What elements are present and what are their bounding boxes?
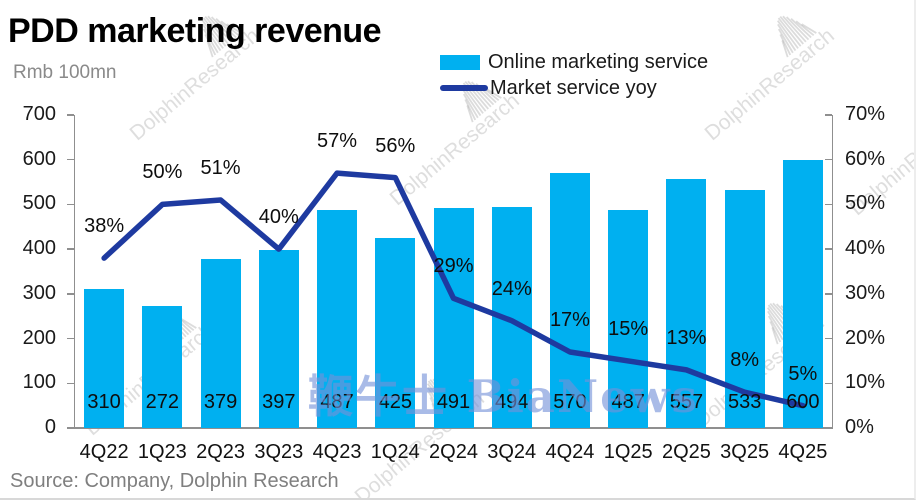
y-tick-mark-left [66, 427, 74, 429]
x-tick-label: 3Q23 [254, 441, 304, 463]
bar-4Q24 [549, 173, 590, 428]
yoy-point-label: 5% [788, 362, 818, 385]
y-tick-mark-left [66, 114, 74, 116]
y-tick-label-right: 50% [845, 192, 886, 215]
x-tick-label: 2Q25 [661, 441, 711, 463]
x-tick-label: 2Q24 [429, 441, 478, 463]
y-tick-label-left: 0 [44, 416, 56, 438]
left-axis-unit-label: Rmb 100mn [13, 62, 117, 83]
x-tick-label: 4Q23 [312, 441, 362, 463]
y-tick-mark-right [825, 293, 832, 295]
y-tick-label-right: 60% [845, 147, 886, 170]
x-tick-label: 1Q23 [137, 441, 187, 463]
legend-label-line-series: Market service yoy [490, 76, 657, 99]
y-tick-mark-left [66, 158, 74, 161]
y-tick-label-right: 70% [845, 103, 886, 125]
y-tick-label-left: 400 [22, 237, 56, 260]
yoy-point-label: 15% [608, 317, 649, 340]
y-tick-label-right: 20% [845, 326, 886, 349]
bar-value-label: 379 [203, 391, 238, 413]
yoy-point-label: 57% [317, 130, 358, 153]
bar-value-label: 487 [611, 391, 645, 413]
y-tick-mark-right [825, 203, 832, 206]
bar-value-label: 425 [378, 391, 412, 413]
y-tick-label-right: 0% [845, 416, 874, 438]
bar-4Q25 [782, 159, 823, 428]
y-tick-mark-left [66, 248, 74, 250]
y-tick-label-right: 10% [845, 371, 886, 394]
y-tick-label-right: 40% [845, 237, 886, 260]
x-tick-label: 1Q24 [370, 441, 420, 463]
yoy-point-label: 38% [84, 215, 125, 238]
y-tick-label-left: 300 [22, 281, 56, 304]
source-note: Source: Company, Dolphin Research [10, 470, 339, 492]
yoy-point-label: 51% [200, 156, 241, 179]
y-tick-label-left: 500 [22, 192, 56, 215]
y-tick-mark-right [825, 248, 832, 250]
y-tick-mark-right [825, 427, 832, 429]
left-axis-line [73, 115, 75, 428]
x-tick-label: 3Q25 [720, 441, 770, 463]
yoy-point-label: 24% [491, 277, 532, 300]
y-tick-label-right: 30% [845, 281, 886, 304]
legend-label-bar-series: Online marketing service [488, 50, 709, 73]
y-tick-mark-left [66, 382, 74, 385]
x-tick-label: 4Q25 [778, 441, 828, 463]
x-tick-label: 2Q23 [196, 441, 246, 463]
bar-value-label: 570 [553, 391, 587, 413]
bar-value-label: 487 [320, 391, 354, 413]
chart-title: PDD marketing revenue [8, 12, 382, 50]
x-tick-label: 1Q25 [603, 441, 653, 463]
yoy-point-label: 17% [549, 308, 590, 331]
yoy-point-label: 29% [433, 255, 474, 278]
bar-value-label: 557 [669, 391, 704, 413]
yoy-point-label: 13% [666, 326, 707, 349]
bar-series-swatch [440, 54, 480, 70]
bar-value-label: 310 [87, 391, 121, 413]
y-tick-mark-left [66, 293, 74, 295]
x-tick-label: 4Q24 [545, 441, 595, 463]
x-tick-label: 4Q22 [79, 441, 129, 463]
line-series-swatch [440, 85, 488, 91]
y-tick-mark-right [825, 158, 832, 161]
right-axis-line [831, 115, 833, 428]
bar-value-label: 533 [727, 391, 762, 413]
y-tick-mark-right [825, 114, 832, 116]
y-tick-label-left: 100 [22, 371, 56, 394]
bar-value-label: 491 [436, 391, 471, 413]
y-tick-mark-left [66, 337, 74, 340]
y-tick-mark-right [825, 382, 832, 385]
bar-value-label: 397 [262, 391, 296, 413]
y-tick-mark-left [66, 203, 74, 206]
y-tick-label-left: 700 [22, 103, 56, 125]
yoy-point-label: 40% [258, 206, 299, 229]
yoy-point-label: 8% [730, 349, 760, 372]
legend: Online marketing service Market service … [440, 49, 708, 101]
bar-value-label: 272 [145, 391, 180, 413]
bar-value-label: 600 [786, 391, 820, 413]
y-tick-label-left: 200 [22, 326, 56, 349]
bar-value-label: 494 [495, 391, 529, 413]
yoy-point-label: 50% [142, 161, 183, 184]
y-tick-mark-right [825, 337, 832, 340]
y-tick-label-left: 600 [22, 147, 56, 170]
x-tick-label: 3Q24 [487, 441, 537, 463]
yoy-point-label: 56% [375, 134, 416, 157]
legend-item-market-service-yoy: Market service yoy [440, 75, 708, 101]
legend-item-online-marketing-service: Online marketing service [440, 49, 708, 75]
